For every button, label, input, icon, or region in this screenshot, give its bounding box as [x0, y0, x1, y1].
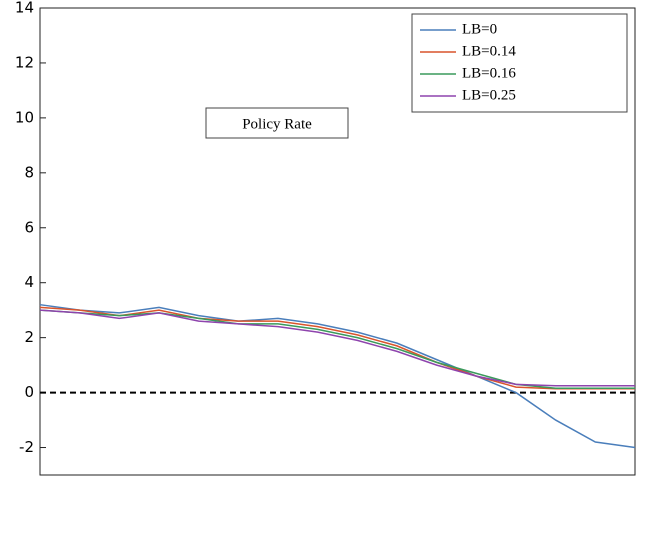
legend-label: LB=0.14 [462, 43, 516, 59]
series-line [39, 309, 635, 389]
legend-label: LB=0.16 [462, 65, 516, 81]
y-tick-label: 8 [24, 163, 34, 181]
y-tick-label: 12 [15, 53, 34, 71]
y-tick-label: 10 [15, 108, 34, 126]
y-tick-label: 4 [24, 273, 34, 291]
y-tick-label: 6 [24, 218, 34, 236]
legend-box [411, 13, 628, 113]
plot-frame [39, 7, 636, 476]
series-line [39, 306, 635, 390]
y-tick-label: -2 [19, 438, 34, 456]
y-tick-label: 2 [24, 328, 34, 346]
chart-title: Policy Rate [242, 116, 312, 132]
legend-label: LB=0 [462, 21, 497, 37]
series-line [39, 309, 635, 387]
y-tick-label: 14 [15, 0, 34, 17]
legend-label: LB=0.25 [462, 87, 516, 103]
series-line [39, 303, 636, 449]
y-tick-label: 0 [24, 383, 34, 401]
title-box [205, 107, 349, 139]
